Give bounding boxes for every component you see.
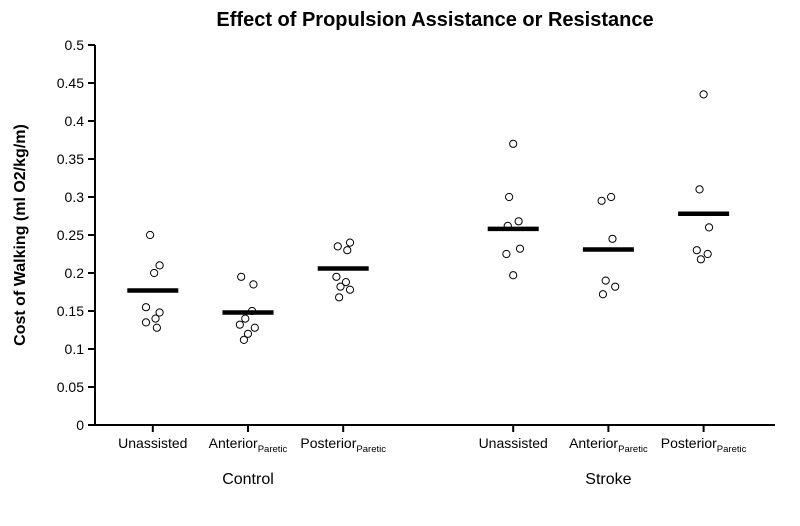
chart-svg: Effect of Propulsion Assistance or Resis…: [0, 0, 800, 526]
data-point: [333, 273, 340, 280]
data-point: [151, 269, 158, 276]
data-point: [251, 324, 258, 331]
data-point: [503, 250, 510, 257]
data-point: [337, 283, 344, 290]
data-point: [146, 231, 153, 238]
data-point: [346, 286, 353, 293]
x-tick-label: PosteriorParetic: [661, 435, 747, 455]
data-point: [238, 273, 245, 280]
y-axis-label: Cost of Walking (ml O2/kg/m): [12, 124, 29, 346]
data-point: [598, 197, 605, 204]
data-point: [152, 315, 159, 322]
y-tick-label: 0.1: [65, 341, 85, 357]
data-point: [609, 235, 616, 242]
y-tick-label: 0.15: [57, 303, 84, 319]
data-point: [506, 193, 513, 200]
data-point: [704, 250, 711, 257]
data-point: [346, 239, 353, 246]
data-point: [608, 193, 615, 200]
y-tick-label: 0.4: [65, 113, 85, 129]
data-point: [700, 91, 707, 98]
data-point: [142, 319, 149, 326]
data-point: [334, 243, 341, 250]
x-tick-label: AnteriorParetic: [569, 435, 648, 455]
data-point: [236, 321, 243, 328]
data-point: [142, 304, 149, 311]
group-label: Control: [222, 471, 274, 488]
y-tick-label: 0.45: [57, 75, 84, 91]
data-point: [156, 262, 163, 269]
y-tick-label: 0.3: [65, 189, 85, 205]
chart-title: Effect of Propulsion Assistance or Resis…: [216, 9, 653, 31]
x-tick-label: AnteriorParetic: [209, 435, 288, 455]
data-point: [250, 281, 257, 288]
y-tick-label: 0.2: [65, 265, 85, 281]
x-tick-label: Unassisted: [479, 435, 548, 451]
data-point: [510, 272, 517, 279]
data-point: [242, 315, 249, 322]
y-tick-label: 0.25: [57, 227, 84, 243]
x-tick-label: PosteriorParetic: [300, 435, 386, 455]
data-point: [612, 283, 619, 290]
data-point: [697, 256, 704, 263]
chart-container: Effect of Propulsion Assistance or Resis…: [0, 0, 800, 526]
data-point: [336, 294, 343, 301]
data-point: [515, 218, 522, 225]
data-point: [516, 245, 523, 252]
y-tick-label: 0.35: [57, 151, 84, 167]
y-tick-label: 0.5: [65, 37, 85, 53]
data-point: [344, 247, 351, 254]
data-point: [510, 140, 517, 147]
data-point: [240, 336, 247, 343]
y-tick-label: 0.05: [57, 379, 84, 395]
group-label: Stroke: [585, 471, 631, 488]
y-tick-label: 0: [76, 417, 84, 433]
data-point: [705, 224, 712, 231]
data-point: [696, 186, 703, 193]
data-point: [599, 291, 606, 298]
x-tick-label: Unassisted: [118, 435, 187, 451]
data-point: [602, 277, 609, 284]
data-point: [693, 247, 700, 254]
data-point: [153, 324, 160, 331]
